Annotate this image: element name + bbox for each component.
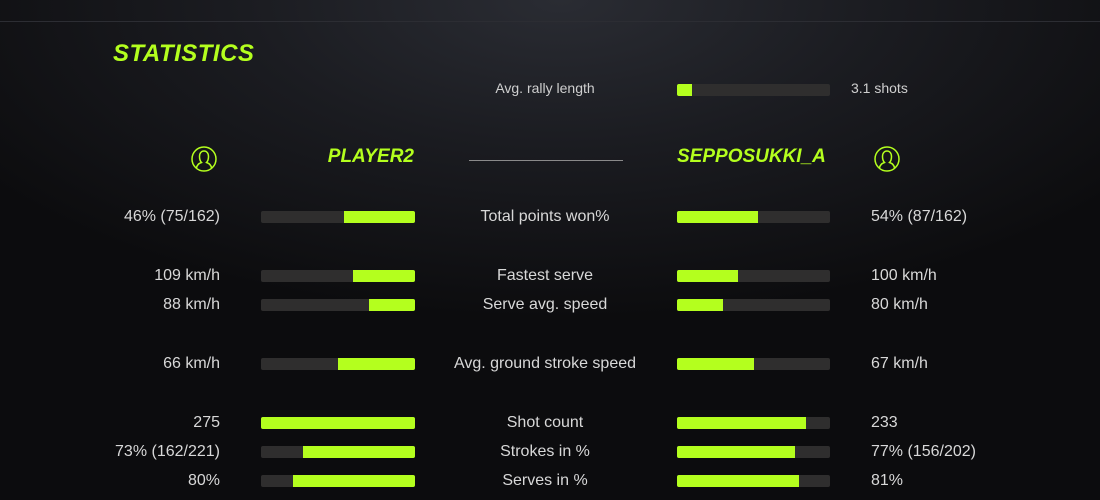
- stat-row: 66 km/h Avg. ground stroke speed 67 km/h: [0, 355, 1100, 375]
- stat-label: Fastest serve: [496, 267, 594, 284]
- right-value: 100 km/h: [871, 267, 937, 284]
- left-stat-bar: [261, 270, 415, 282]
- right-value: 81%: [871, 472, 904, 489]
- right-stat-bar: [677, 358, 830, 370]
- stat-label: Serves in %: [502, 472, 588, 489]
- user-circle-icon: [191, 146, 217, 172]
- left-stat-fill: [302, 446, 415, 458]
- left-stat-bar: [261, 211, 415, 223]
- left-stat-fill: [338, 358, 415, 370]
- right-stat-fill: [677, 211, 759, 223]
- left-player-name: PLAYER2: [327, 146, 414, 167]
- stat-label: Avg. ground stroke speed: [453, 355, 637, 372]
- stat-label: Shot count: [506, 414, 584, 431]
- left-value: 275: [193, 414, 220, 431]
- right-stat-fill: [677, 417, 806, 429]
- right-value: 77% (156/202): [871, 443, 976, 460]
- left-value: 66 km/h: [163, 355, 220, 372]
- user-circle-icon: [874, 146, 900, 172]
- left-stat-fill: [261, 417, 415, 429]
- right-stat-bar: [677, 417, 830, 429]
- rally-length-value: 3.1 shots: [851, 80, 908, 96]
- right-stat-bar: [677, 270, 830, 282]
- left-value: 109 km/h: [154, 267, 220, 284]
- right-stat-fill: [677, 358, 754, 370]
- rally-length-label: Avg. rally length: [495, 80, 595, 96]
- right-player-name: SEPPOSUKKI_A: [677, 146, 826, 167]
- right-stat-fill: [677, 270, 739, 282]
- right-value: 80 km/h: [871, 296, 928, 313]
- right-value: 54% (87/162): [871, 208, 968, 225]
- stat-row: 109 km/h Fastest serve 100 km/h: [0, 267, 1100, 287]
- stat-row: 46% (75/162) Total points won% 54% (87/1…: [0, 208, 1100, 228]
- left-value: 73% (162/221): [115, 443, 220, 460]
- rally-length-fill: [677, 84, 693, 96]
- page-title: STATISTICS: [113, 40, 255, 67]
- stat-row: 73% (162/221) Strokes in % 77% (156/202): [0, 443, 1100, 463]
- left-stat-bar: [261, 446, 415, 458]
- right-stat-bar: [677, 475, 830, 487]
- left-stat-fill: [344, 211, 415, 223]
- rally-length-bar: [677, 84, 830, 96]
- stat-label: Strokes in %: [500, 443, 590, 460]
- stat-row: 275 Shot count 233: [0, 414, 1100, 434]
- left-stat-bar: [261, 417, 415, 429]
- top-divider: [0, 21, 1100, 22]
- stat-label: Total points won%: [480, 208, 610, 225]
- left-stat-bar: [261, 475, 415, 487]
- right-stat-fill: [677, 446, 795, 458]
- right-value: 67 km/h: [871, 355, 928, 372]
- header-divider: [469, 160, 623, 161]
- right-stat-bar: [677, 299, 830, 311]
- left-value: 46% (75/162): [123, 208, 220, 225]
- right-stat-fill: [677, 475, 800, 487]
- right-stat-fill: [677, 299, 723, 311]
- right-stat-bar: [677, 446, 830, 458]
- left-stat-fill: [368, 299, 415, 311]
- left-stat-fill: [293, 475, 415, 487]
- left-stat-bar: [261, 358, 415, 370]
- left-stat-bar: [261, 299, 415, 311]
- left-stat-fill: [353, 270, 415, 282]
- stat-row: 80% Serves in % 81%: [0, 472, 1100, 492]
- left-value: 80%: [187, 472, 220, 489]
- right-value: 233: [871, 414, 898, 431]
- right-stat-bar: [677, 211, 830, 223]
- stat-row: 88 km/h Serve avg. speed 80 km/h: [0, 296, 1100, 316]
- stat-label: Serve avg. speed: [482, 296, 608, 313]
- left-value: 88 km/h: [163, 296, 220, 313]
